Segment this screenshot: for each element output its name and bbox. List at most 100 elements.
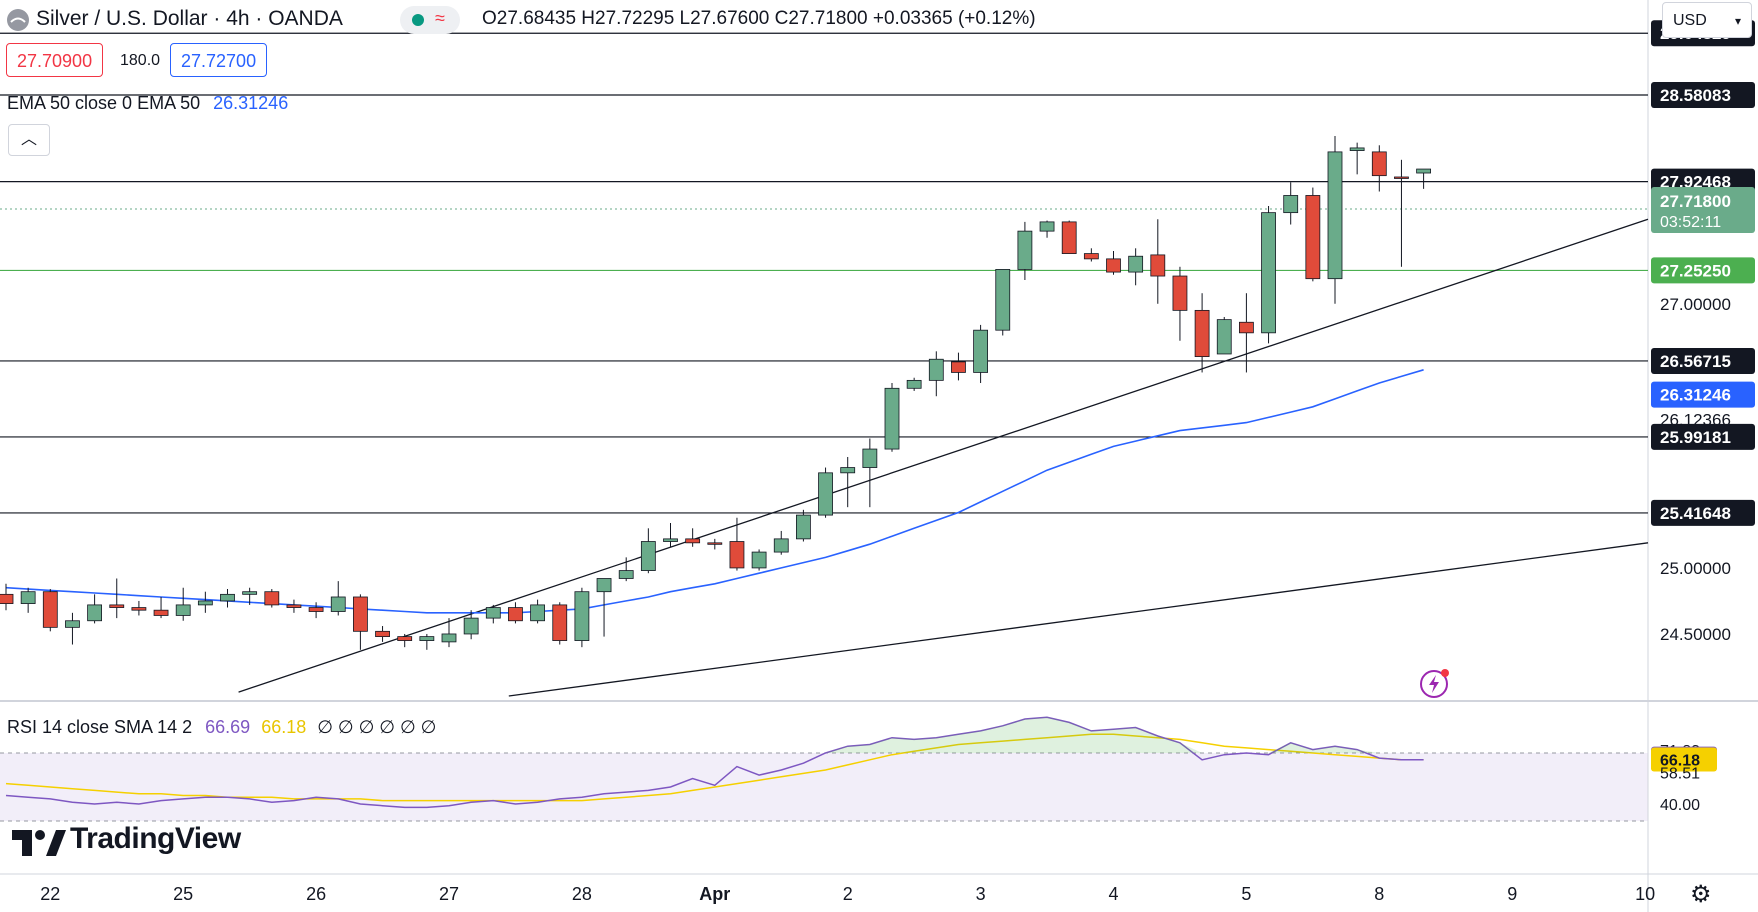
level-label-bg [1651,347,1755,374]
candle-body [640,541,656,571]
candle-body [286,604,302,608]
candle-body [264,591,280,606]
candle-body [796,514,811,540]
candle-body [42,591,58,628]
collapse-legend-button[interactable]: ︿ [8,124,50,156]
time-axis-label: 3 [976,884,986,904]
time-axis-label: 22 [40,884,60,904]
ask-button[interactable]: 27.72700 [170,43,268,77]
candle-body [153,609,169,616]
candle-body [995,269,1011,331]
last-price-label: 27.71800 [1660,192,1731,211]
candle-body [109,604,125,608]
candle-body [663,538,678,542]
candle-body [330,596,346,612]
candle-body [463,617,479,635]
last-price-label-bg [1651,186,1755,233]
candle-body [928,358,944,381]
level-label: 25.99181 [1660,428,1731,447]
settings-gear-icon[interactable]: ⚙ [1690,881,1712,908]
time-axis-label: 10 [1635,884,1655,904]
flash-icon[interactable] [1418,666,1454,702]
ema50-line [5,369,1424,614]
candle-body [973,329,988,373]
candle-body [574,591,590,641]
candle-body [87,604,102,622]
ema-price-label-bg [1651,381,1755,408]
candle-body [242,591,258,595]
candle-body [1216,319,1232,355]
price-tick-label: 27.00000 [1660,295,1731,314]
level-label: 26.56715 [1660,352,1731,371]
chevron-up-icon: ︿ [20,131,37,148]
market-status-toggle[interactable]: ≈ [400,6,460,34]
rsi-scale-label: 40.00 [1660,797,1700,814]
rsi-sma-line [5,733,1424,802]
candle-body [1371,151,1387,177]
candle-body [818,472,833,516]
chevron-down-icon: ▾ [1734,14,1741,28]
level-label-bg [1651,81,1755,108]
time-axis-label: 25 [173,884,193,904]
price-tick-label: 24.50000 [1660,625,1731,644]
time-axis-label: 5 [1241,884,1251,904]
rsi-legend[interactable]: RSI 14 close SMA 14 2 66.69 66.18 ∅ ∅ ∅ … [7,717,436,738]
candle-body [1083,253,1099,260]
green-level-label: 27.25250 [1660,261,1731,280]
time-axis-label: 27 [439,884,459,904]
time-axis-label: 8 [1374,884,1384,904]
time-axis-label: 26 [306,884,326,904]
candle-body [175,604,191,616]
level-label: 28.58083 [1660,86,1731,105]
trendline-steep [238,218,1649,693]
green-level-label-bg [1651,257,1755,284]
rsi-legend-sma: 66.18 [261,717,307,737]
ohlc-readout: O27.68435 H27.72295 L27.67600 C27.71800 … [482,8,1036,29]
rsi-overbought-fill [6,717,1424,753]
rsi-scale-label: 66.18 [1660,752,1700,769]
candle-body [1039,221,1055,232]
level-label-bg [1651,423,1755,450]
candle-body [1283,195,1299,214]
currency-value: USD [1673,12,1707,29]
candle-body [485,607,501,619]
candle-body [685,538,701,544]
time-axis-label: 2 [843,884,853,904]
candle-body [596,578,612,593]
currency-select[interactable]: USD ▾ [1662,2,1752,38]
symbol-title[interactable]: Silver / U.S. Dollar · 4h · OANDA [36,7,343,30]
ema-price-label: 26.31246 [1660,386,1731,405]
candle-body [862,448,878,468]
candle-body [530,604,545,622]
trendline-shallow [508,542,1649,697]
candle-body [1239,321,1254,334]
candle-body [1017,230,1033,270]
time-axis-label: 9 [1507,884,1517,904]
countdown-label: 03:52:11 [1660,214,1721,231]
rsi-legend-extra: ∅ ∅ ∅ ∅ ∅ ∅ [317,717,437,737]
candle-body [352,596,368,632]
candle-body [1394,176,1409,179]
rsi-legend-rsi: 66.69 [205,717,251,737]
candle-body [906,379,922,389]
candle-body [751,551,767,569]
rsi-legend-label: RSI 14 close SMA 14 2 [7,717,193,737]
price-tick-label: 25.00000 [1660,559,1731,578]
candle-body [1349,147,1365,151]
market-open-icon [412,14,424,26]
candle-body [197,600,213,606]
time-axis-label: Apr [699,884,730,904]
candle-body [1194,309,1210,358]
level-label-bg [1651,499,1755,526]
rsi-line [5,716,1424,809]
candle-body [508,607,523,622]
time-axis-label: 4 [1108,884,1118,904]
candle-body [375,630,390,638]
candle-body [308,607,324,612]
candle-body [1305,195,1321,280]
ema-legend[interactable]: EMA 50 close 0 EMA 50 26.31246 [7,93,288,114]
candle-body [552,604,568,641]
candle-body [220,593,235,602]
bid-button[interactable]: 27.70900 [6,43,104,77]
level-label: 27.92468 [1660,173,1731,192]
